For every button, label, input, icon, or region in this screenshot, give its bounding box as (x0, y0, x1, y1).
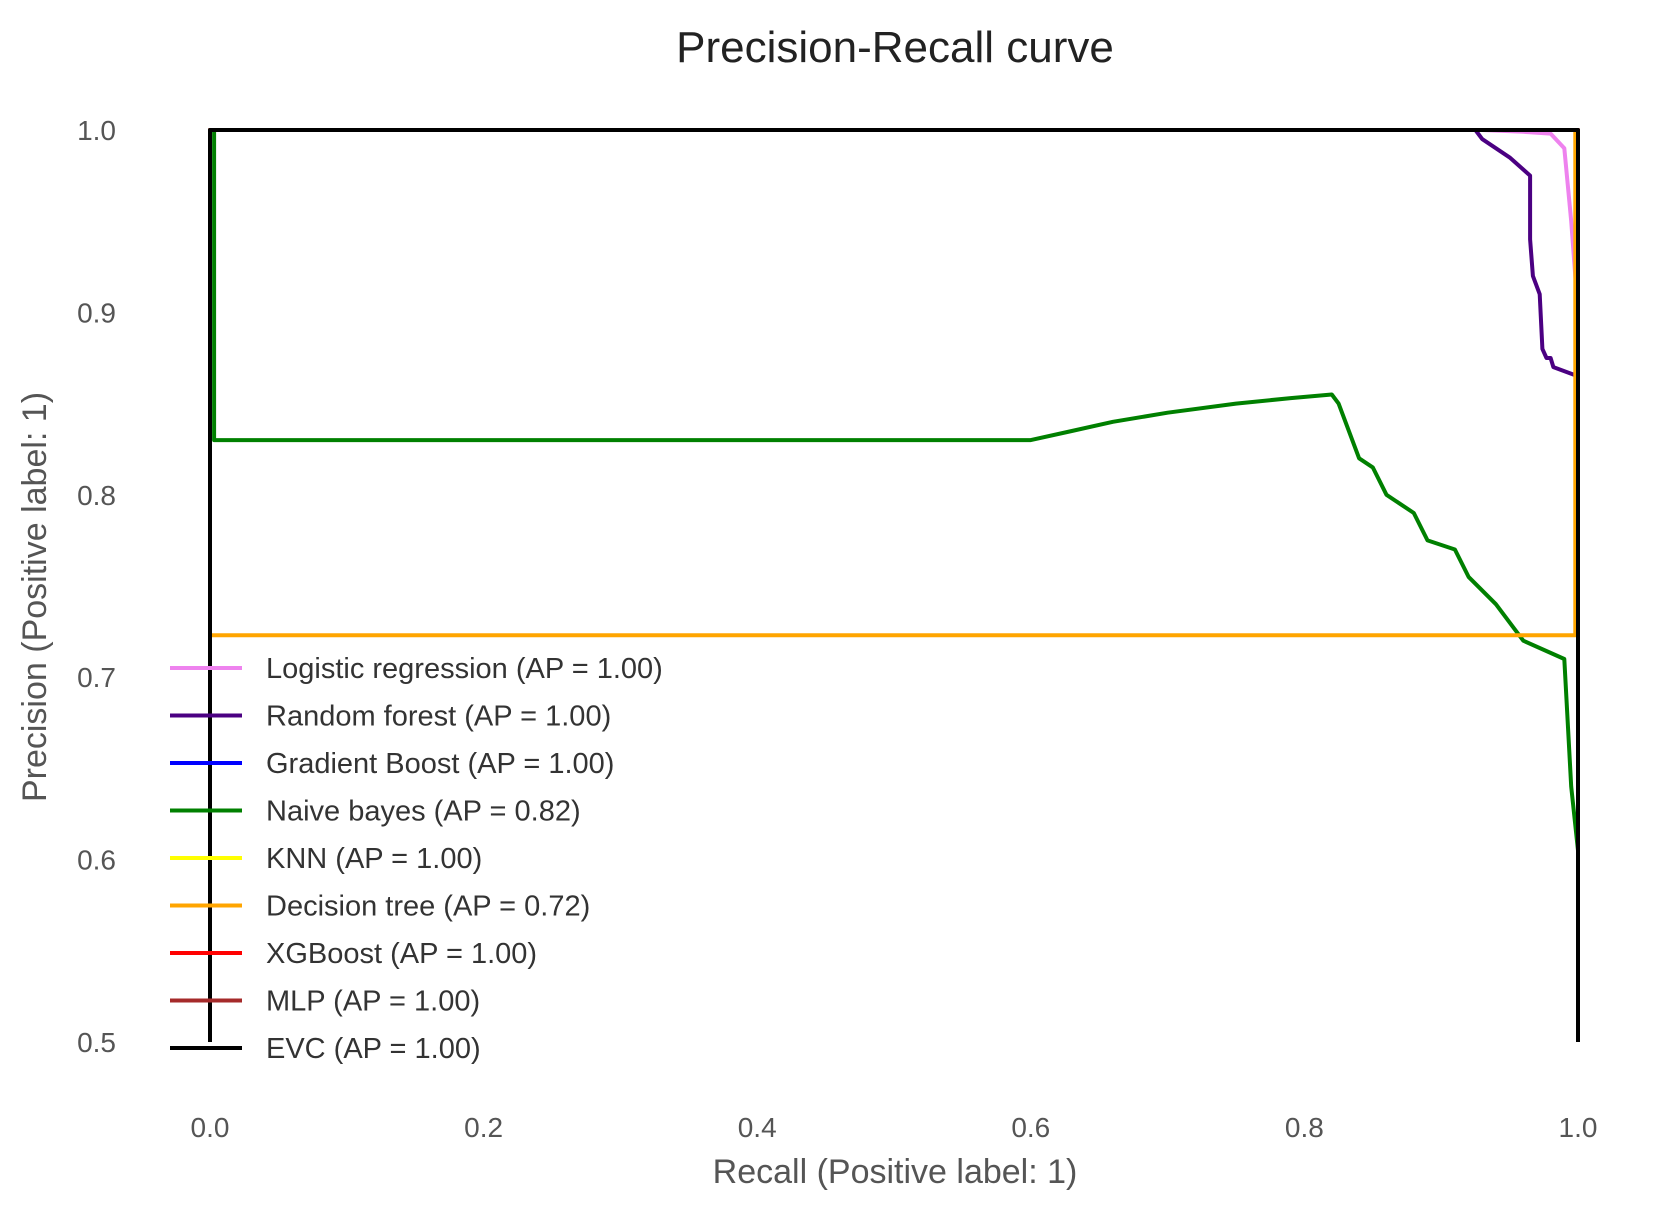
y-tick-label: 1.0 (77, 115, 116, 146)
legend-label: KNN (AP = 1.00) (266, 843, 482, 875)
x-tick-label: 0.6 (1011, 1112, 1050, 1143)
y-axis-label: Precision (Positive label: 1) (16, 392, 54, 802)
chart-title: Precision-Recall curve (676, 23, 1114, 72)
legend-label: Decision tree (AP = 0.72) (266, 891, 590, 923)
y-tick-label: 0.5 (77, 1027, 116, 1058)
legend-label: EVC (AP = 1.00) (266, 1033, 481, 1065)
legend: Logistic regression (AP = 1.00) Random fo… (170, 653, 663, 1065)
series-line-random-forest (208, 128, 1580, 1042)
legend-label: Gradient Boost (AP = 1.00) (266, 748, 614, 780)
legend-label: Naive bayes (AP = 0.82) (266, 796, 581, 828)
x-axis-ticks: 0.0 0.2 0.4 0.6 0.8 1.0 (191, 1112, 1598, 1143)
x-tick-label: 0.8 (1285, 1112, 1324, 1143)
y-tick-label: 0.7 (77, 662, 116, 693)
series-layer (208, 128, 1580, 1042)
legend-label: XGBoost (AP = 1.00) (266, 938, 537, 970)
legend-label: Logistic regression (AP = 1.00) (266, 653, 663, 685)
y-tick-label: 0.8 (77, 480, 116, 511)
x-tick-label: 0.4 (738, 1112, 777, 1143)
legend-label: MLP (AP = 1.00) (266, 986, 480, 1018)
y-tick-label: 0.6 (77, 845, 116, 876)
y-axis-ticks: 0.5 0.6 0.7 0.8 0.9 1.0 (77, 115, 116, 1058)
y-tick-label: 0.9 (77, 297, 116, 328)
x-tick-label: 0.2 (464, 1112, 503, 1143)
x-tick-label: 0.0 (191, 1112, 230, 1143)
x-axis-label: Recall (Positive label: 1) (713, 1153, 1078, 1191)
series-line-evc (208, 128, 1580, 1042)
legend-label: Random forest (AP = 1.00) (266, 701, 611, 733)
x-tick-label: 1.0 (1559, 1112, 1598, 1143)
series-line-naive-bayes (212, 130, 1580, 851)
